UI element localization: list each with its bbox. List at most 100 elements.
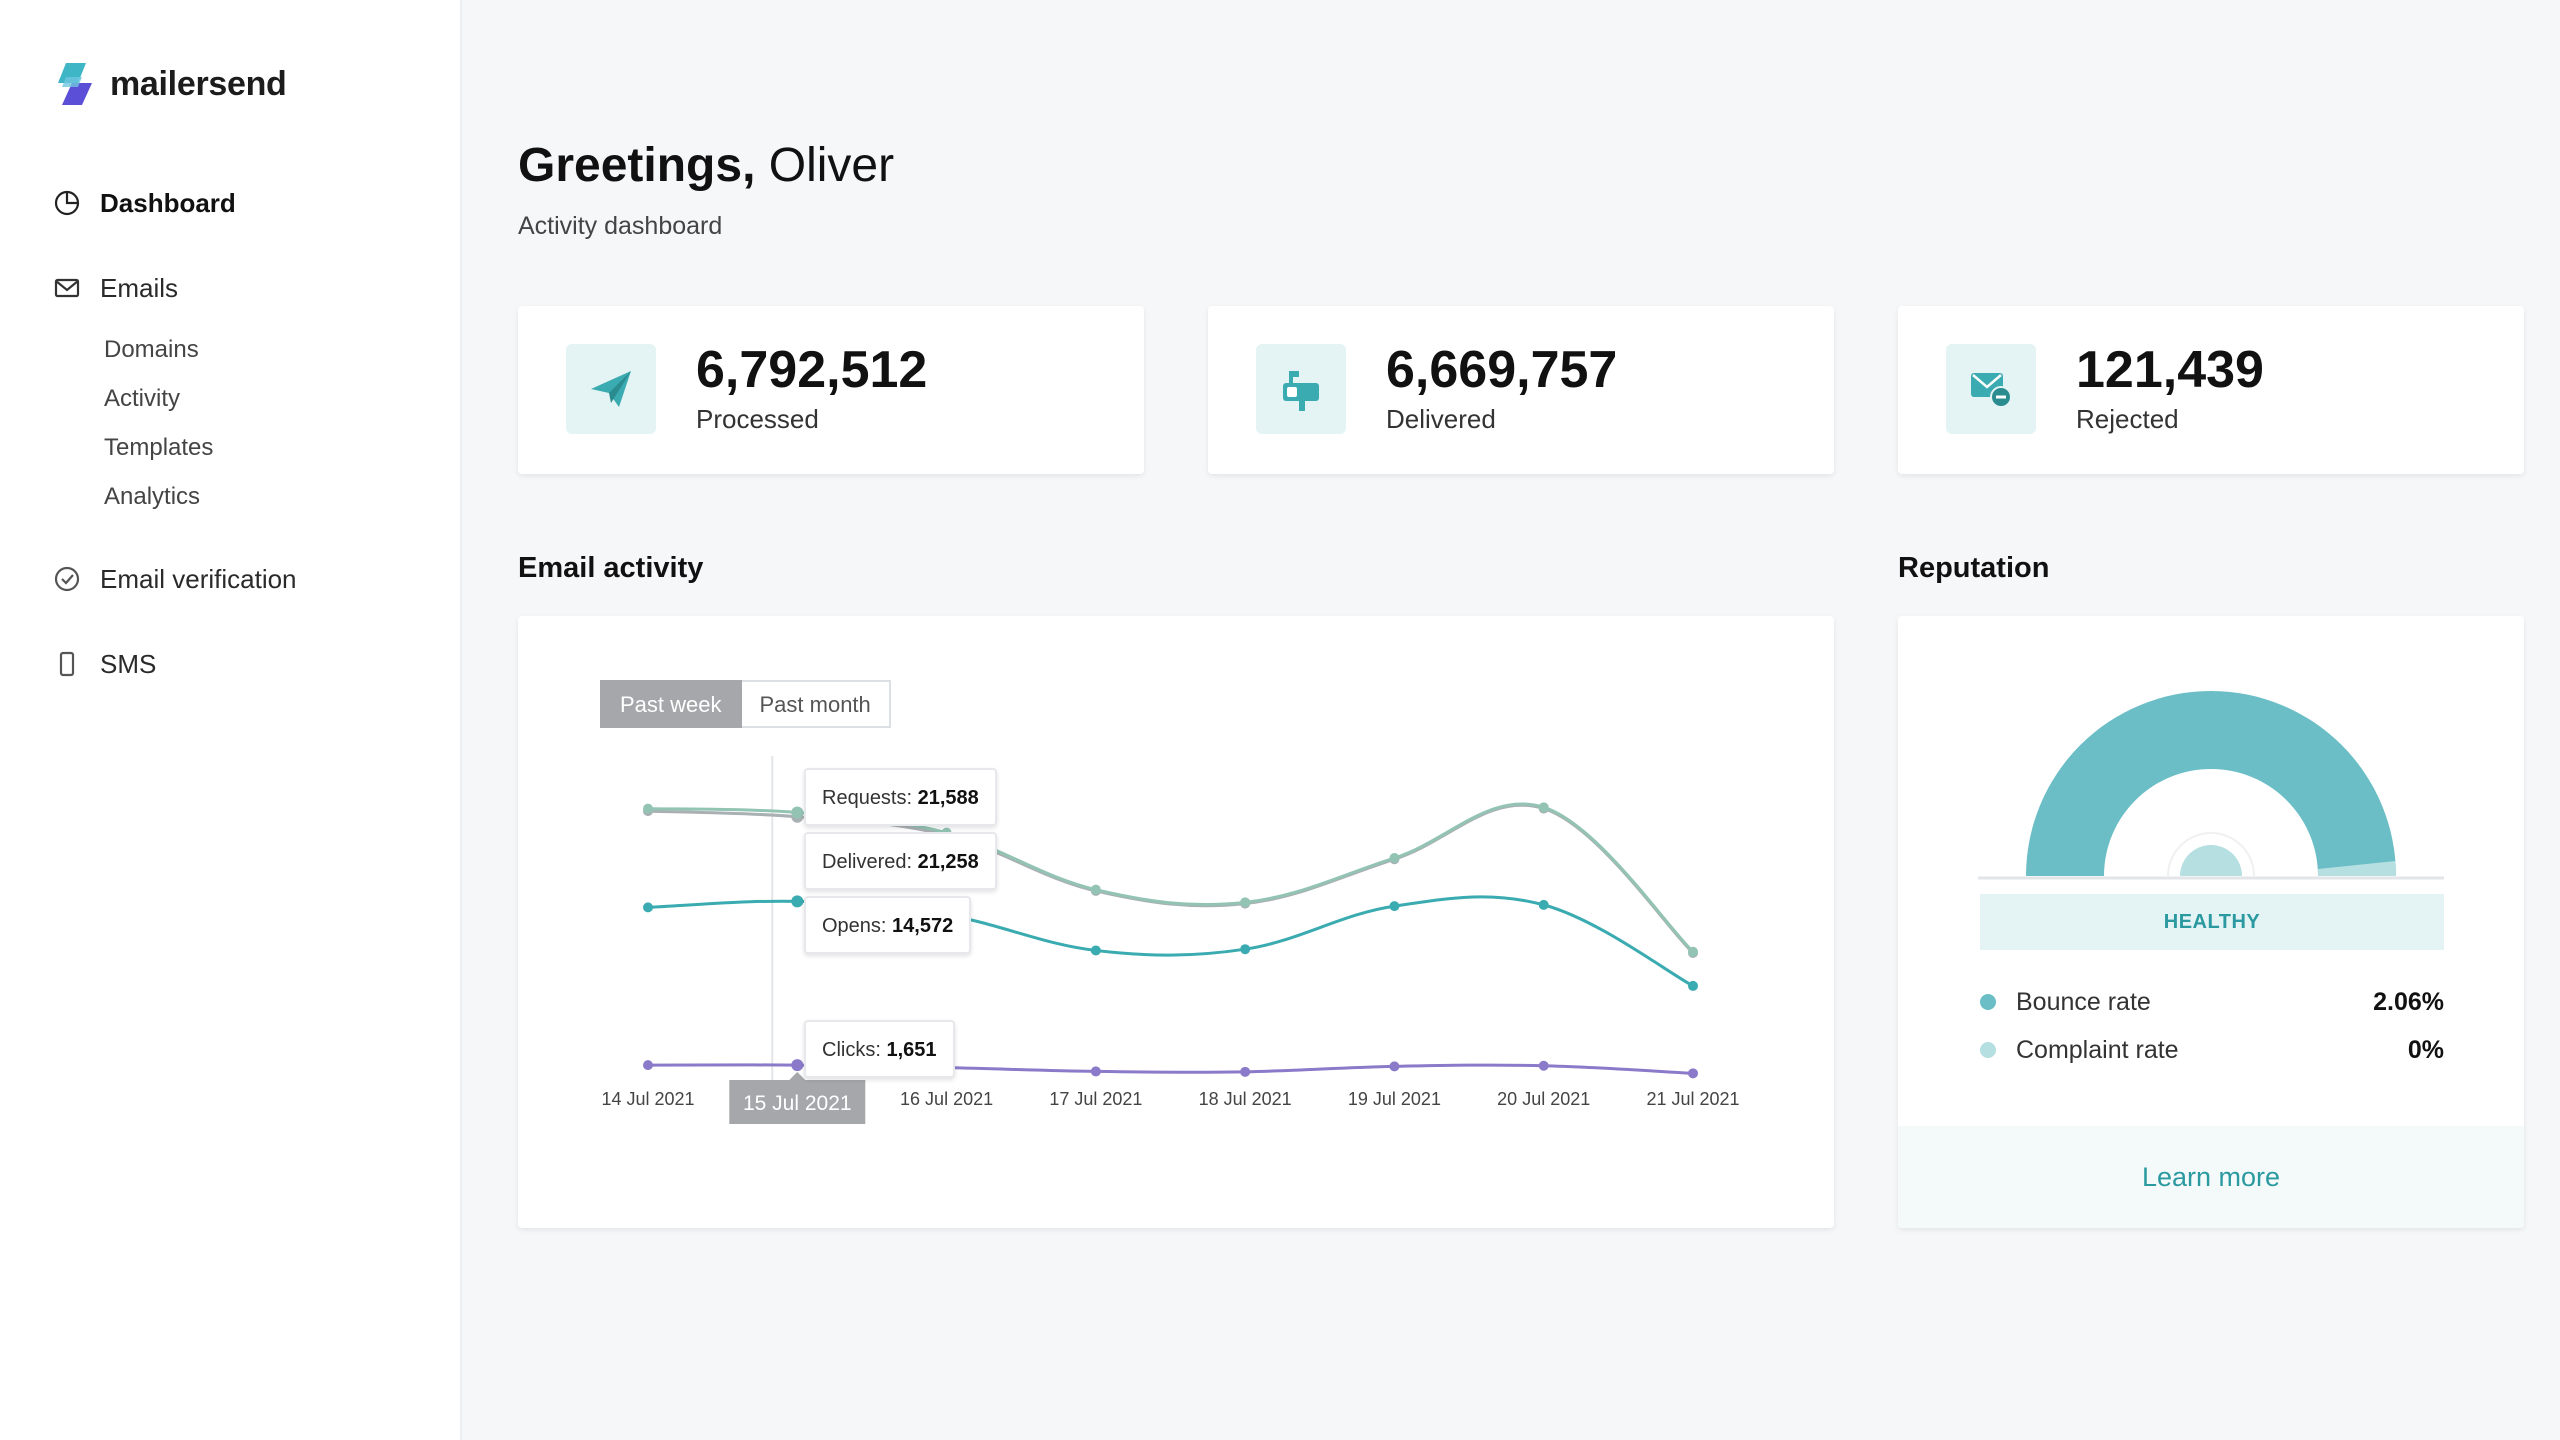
reputation-title: Reputation: [1898, 552, 2050, 584]
tooltip-label: Opens:: [822, 915, 893, 937]
bounce-rate-row: Bounce rate 2.06%: [1980, 982, 2444, 1022]
data-point-clicks[interactable]: [1240, 1066, 1251, 1077]
sidebar-item-dashboard[interactable]: Dashboard: [52, 183, 236, 223]
data-point-opens[interactable]: [1688, 980, 1698, 991]
sidebar-item-label: Dashboard: [100, 187, 236, 218]
sidebar-item-label: SMS: [100, 648, 157, 679]
x-axis-label[interactable]: 17 Jul 2021: [1049, 1089, 1142, 1109]
x-axis-label[interactable]: 18 Jul 2021: [1199, 1089, 1292, 1109]
tooltip-value: 14,572: [892, 915, 954, 937]
phone-icon: [59, 651, 75, 677]
x-axis-label[interactable]: 19 Jul 2021: [1348, 1089, 1441, 1109]
sidebar-subitem-analytics[interactable]: Analytics: [104, 483, 201, 510]
sidebar-subitem-templates[interactable]: Templates: [104, 434, 214, 461]
page-subtitle: Activity dashboard: [518, 212, 723, 240]
data-point-clicks[interactable]: [1688, 1068, 1698, 1079]
data-point-requests[interactable]: [1538, 802, 1549, 813]
sidebar: mailersend Dashboard Emails Domains Acti…: [0, 0, 462, 1440]
check-circle-icon: [54, 566, 80, 592]
paper-plane-icon: [591, 371, 631, 407]
sidebar-item-emails[interactable]: Emails: [52, 268, 178, 308]
x-axis-label[interactable]: 15 Jul 2021: [743, 1092, 852, 1115]
tooltip-label: Requests:: [822, 787, 918, 809]
data-point-clicks[interactable]: [643, 1060, 653, 1071]
user-name: Oliver: [755, 139, 895, 192]
rate-value: 0%: [2407, 1035, 2444, 1064]
stat-label: Processed: [696, 404, 819, 434]
stat-icon-box: [566, 344, 656, 434]
sidebar-subitem-domains[interactable]: Domains: [104, 336, 199, 363]
data-point-requests[interactable]: [1389, 853, 1400, 863]
x-axis-label[interactable]: 21 Jul 2021: [1646, 1089, 1739, 1109]
tooltip-opens: Opens: 14,572: [804, 896, 972, 954]
tooltip-delivered: Delivered: 21,258: [804, 832, 997, 890]
stat-value: 121,439: [2076, 341, 2264, 399]
x-axis-labels: 14 Jul 2021 15 Jul 2021 16 Jul 2021 17 Jul …: [601, 1072, 1740, 1124]
data-point-clicks[interactable]: [1090, 1066, 1101, 1077]
status-badge: HEALTHY: [1980, 894, 2444, 950]
data-point-requests[interactable]: [791, 806, 804, 819]
rate-value: 2.06%: [2373, 987, 2444, 1016]
rate-label: Bounce rate: [2016, 987, 2151, 1016]
data-point-opens[interactable]: [1389, 901, 1400, 912]
email-activity-title: Email activity: [518, 552, 704, 584]
series-layer: [643, 802, 1698, 1079]
data-point-clicks[interactable]: [1389, 1061, 1400, 1072]
stat-icon-box: [1256, 344, 1346, 434]
stat-card-rejected: 121,439 Rejected: [1898, 306, 2524, 474]
period-toggle: Past week Past month: [600, 680, 891, 728]
stat-value: 6,792,512: [696, 341, 928, 399]
data-point-opens[interactable]: [1538, 899, 1549, 910]
stat-icon-box: [1946, 344, 2036, 434]
reputation-footer: Learn more: [1898, 1126, 2524, 1228]
tooltip-label: Delivered:: [822, 851, 918, 873]
x-axis-label[interactable]: 14 Jul 2021: [601, 1089, 694, 1109]
tooltip-requests: Requests: 21,588: [804, 768, 997, 826]
data-point-clicks[interactable]: [1538, 1060, 1549, 1071]
learn-more-link[interactable]: Learn more: [2141, 1161, 2281, 1192]
sidebar-subitem-activity[interactable]: Activity: [104, 385, 181, 412]
logo[interactable]: mailersend: [52, 60, 287, 108]
sidebar-item-sms[interactable]: SMS: [52, 644, 156, 684]
x-axis-label[interactable]: 16 Jul 2021: [900, 1089, 993, 1109]
tooltip-value: 1,651: [886, 1039, 937, 1061]
stat-card-processed: 6,792,512 Processed: [518, 306, 1144, 474]
pie-chart-icon: [54, 190, 80, 216]
tooltip-value: 21,588: [917, 787, 979, 809]
logo-text: mailersend: [110, 64, 287, 103]
reputation-gauge: [1978, 691, 2444, 880]
mailersend-logo-icon: [58, 63, 92, 105]
data-point-requests[interactable]: [1090, 884, 1101, 895]
page-title: Greetings, Oliver: [518, 138, 894, 193]
data-point-requests[interactable]: [1240, 897, 1251, 908]
main-content: Greetings, Oliver Activity dashboard 6,7…: [462, 0, 2560, 1440]
data-point-clicks[interactable]: [791, 1059, 804, 1072]
data-point-opens[interactable]: [1090, 945, 1101, 956]
sidebar-item-label: Email verification: [100, 563, 297, 594]
tab-past-week[interactable]: Past week: [600, 680, 742, 728]
rate-label: Complaint rate: [2016, 1035, 2179, 1064]
x-axis-label[interactable]: 20 Jul 2021: [1497, 1089, 1590, 1109]
data-point-opens[interactable]: [643, 902, 653, 913]
data-point-requests[interactable]: [1688, 946, 1698, 957]
data-point-opens[interactable]: [791, 895, 804, 908]
tooltip-label: Clicks:: [822, 1039, 887, 1061]
data-point-requests[interactable]: [643, 803, 653, 814]
x-axis-selected-pointer: [789, 1072, 806, 1080]
tooltip-value: 21,258: [917, 851, 979, 873]
data-point-opens[interactable]: [1240, 944, 1251, 955]
reputation-card: HEALTHY Bounce rate 2.06% Complaint rate…: [1898, 616, 2524, 1228]
legend-dot: [1980, 994, 1996, 1010]
legend-dot: [1980, 1042, 1996, 1058]
stat-label: Delivered: [1386, 404, 1496, 434]
tab-past-month[interactable]: Past month: [741, 680, 891, 728]
stat-card-delivered: 6,669,757 Delivered: [1208, 306, 1834, 474]
email-activity-card: 14 Jul 2021 15 Jul 2021 16 Jul 2021 17 Jul …: [518, 616, 1834, 1228]
stat-value: 6,669,757: [1386, 341, 1618, 399]
tooltip-clicks: Clicks: 1,651: [804, 1020, 955, 1078]
sidebar-item-email-verification[interactable]: Email verification: [52, 559, 297, 599]
envelope-icon: [54, 278, 80, 298]
complaint-rate-row: Complaint rate 0%: [1980, 1030, 2444, 1070]
mailbox-icon: [1283, 371, 1319, 411]
